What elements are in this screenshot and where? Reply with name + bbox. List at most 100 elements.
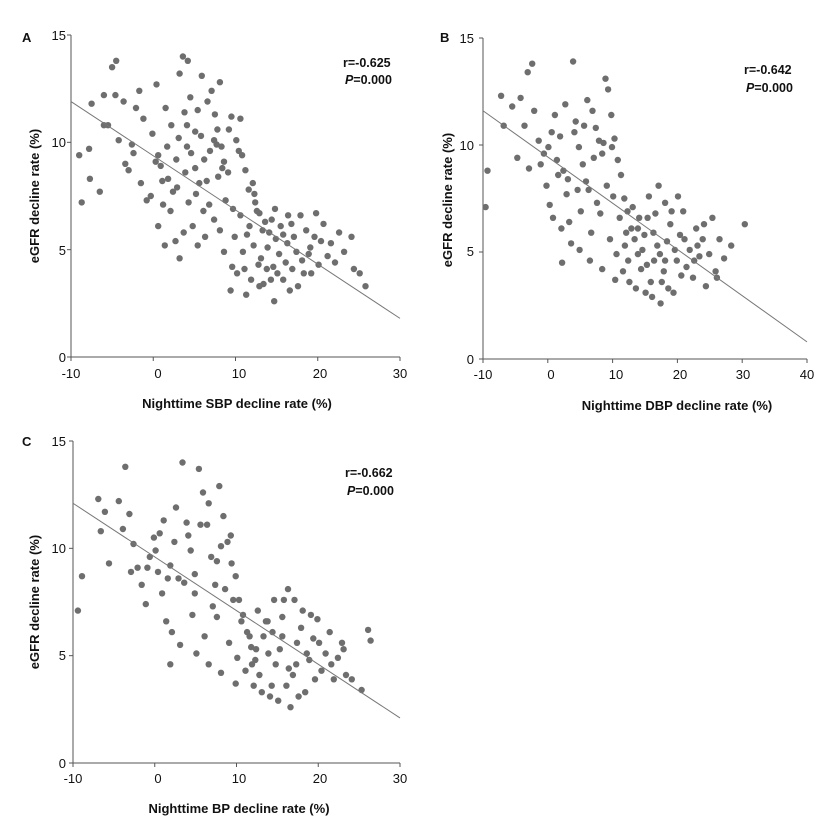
panel-b-data-point	[555, 171, 562, 179]
panel-a-data-point	[229, 263, 236, 270]
panel-c-data-point	[150, 534, 158, 541]
panel-b-data-point	[648, 293, 656, 301]
panel-c-data-point	[163, 618, 170, 625]
panel-c-data-point	[144, 564, 151, 571]
panel-c-data-point	[256, 671, 263, 679]
panel-a-data-point	[275, 250, 283, 258]
panel-a-x-axis-label: Nighttime SBP decline rate (%)	[142, 396, 332, 411]
panel-a-data-point	[331, 259, 339, 266]
panel-b-data-point	[608, 111, 615, 119]
panel-a-data-point	[173, 156, 180, 163]
panel-a-p-value: P=0.000	[345, 73, 392, 87]
panel-b-data-point	[681, 236, 688, 243]
panel-a-data-point	[362, 283, 369, 290]
panel-a-data-point	[220, 248, 228, 255]
panel-c-data-point	[97, 528, 105, 535]
panel-c-data-point	[364, 626, 372, 634]
panel-b-x-tick-labels: -10 0 10 20 30 40	[474, 367, 815, 382]
panel-b-data-point	[567, 240, 575, 247]
panel-a-data-point	[225, 126, 233, 133]
panel-b-y-tick-label: 0	[467, 352, 474, 367]
panel-b-data-point	[693, 225, 700, 232]
panel-c-data-point	[230, 596, 237, 604]
panel-b-data-point	[585, 186, 592, 194]
panel-b-data-point	[680, 208, 687, 215]
panel-c-r-value: r=-0.662	[345, 466, 393, 480]
panel-b-data-point	[509, 103, 516, 110]
panel-c-data-point	[311, 676, 319, 683]
panel-c-data-point	[227, 532, 234, 539]
panel-c-data-point	[191, 590, 198, 597]
panel-c-data-point	[105, 560, 113, 567]
panel-b-data-point	[590, 154, 597, 161]
panel-c-data-point	[78, 573, 86, 580]
panel-c-y-tick-label: 15	[52, 434, 66, 449]
panel-b-data-point	[482, 203, 489, 211]
panel-a-data-point	[261, 218, 269, 225]
panel-c-y-tick-label: 5	[59, 648, 66, 663]
panel-c-data-point	[158, 590, 166, 597]
panel-c-x-tick-label: -10	[64, 771, 83, 786]
panel-b-data-point	[621, 195, 628, 202]
panel-a-data-point	[245, 186, 252, 193]
panel-c-data-point	[279, 613, 286, 621]
panel-c-data-point	[154, 568, 162, 576]
panel-a-data-point	[149, 130, 156, 137]
panel-a-data-point	[203, 177, 210, 185]
panel-a-data-point	[256, 283, 263, 290]
panel-b-x-tick-label: 10	[609, 367, 623, 382]
panel-a-data-point	[210, 216, 218, 223]
panel-a-data-point	[356, 270, 363, 277]
panel-b-data-point	[716, 236, 723, 243]
panel-b-data-point	[673, 257, 680, 264]
panel-a-data-point	[96, 188, 104, 195]
panel-b-x-tick-label: 40	[800, 367, 814, 382]
panel-a-data-point	[189, 222, 196, 230]
panel-c-data-point	[127, 568, 135, 576]
panel-c-x-axis-label: Nighttime BP decline rate (%)	[148, 801, 329, 816]
panel-a-data-point	[85, 145, 93, 152]
panel-c-data-point	[260, 633, 267, 640]
panel-c-data-point	[285, 665, 292, 672]
panel-a-data-point	[215, 173, 222, 180]
panel-b-data-point	[741, 221, 748, 228]
panel-b-data-point	[623, 229, 630, 236]
panel-b-data-point	[676, 231, 684, 239]
panel-a-x-tick-label: 30	[393, 366, 407, 381]
panel-b-x-tick-label: 20	[673, 367, 687, 382]
panel-b-data-point	[667, 221, 674, 228]
panel-b-data-point	[634, 250, 642, 258]
panel-c-data-point	[234, 654, 241, 661]
panel-a-data-point	[218, 143, 225, 150]
panel-c-data-point	[205, 500, 212, 507]
panel-c-data-point	[199, 489, 207, 496]
panel-b-data-point	[689, 274, 697, 281]
panel-b-data-point	[535, 137, 542, 144]
panel-c-data-point	[119, 525, 127, 533]
panel-b-data-point	[613, 250, 620, 258]
panel-a-data-point	[187, 94, 194, 101]
panel-b-data-point	[524, 69, 531, 76]
panel-c-p-value: P=0.000	[347, 484, 394, 498]
panel-b-y-axis-label: eGFR decline rate (%)	[440, 133, 455, 267]
panel-a-data-point	[297, 212, 304, 219]
panel-c-data-point	[95, 495, 102, 503]
panel-c-data-point	[266, 693, 274, 700]
panel-b-y-tick-label: 10	[460, 138, 474, 153]
panel-a-data-point	[155, 152, 162, 159]
panel-c-data-point	[295, 693, 302, 700]
panel-b-data-point	[660, 268, 667, 275]
panel-b-data-point	[558, 259, 566, 266]
panel-c-data-point	[205, 661, 212, 668]
panel-c-data-point	[208, 553, 215, 561]
panel-c-data-point	[115, 497, 123, 505]
panel-a-data-point	[216, 227, 224, 234]
panel-a-data-point	[182, 169, 189, 176]
panel-a-data-point	[327, 240, 335, 247]
panel-b-data-point	[614, 156, 621, 164]
panel-a-data-point	[194, 106, 201, 114]
panel-c-data-point	[276, 646, 283, 653]
panel-c-data-point	[293, 661, 300, 668]
panel-c-data-point	[299, 607, 306, 614]
panel-a-data-point	[233, 270, 241, 277]
